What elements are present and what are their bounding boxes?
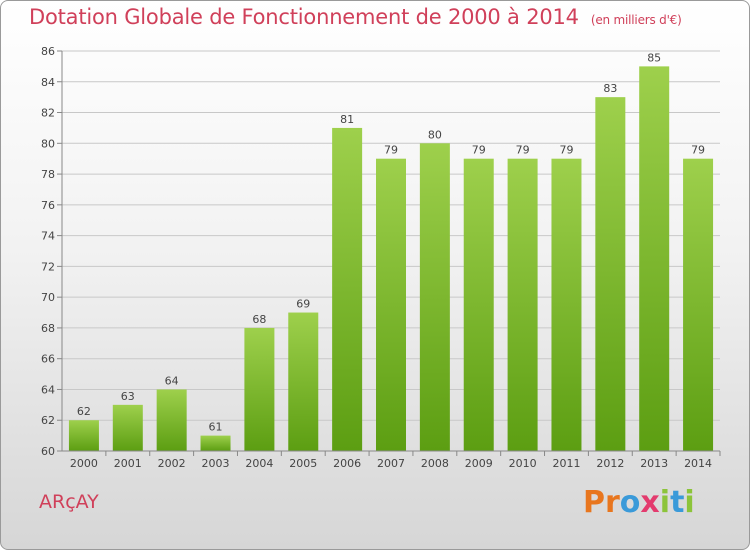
y-tick-label: 60 [41,445,55,458]
town-name: ARçAY [39,491,99,513]
bar [639,66,670,451]
bar-value-label: 68 [252,313,266,326]
bar-value-label: 63 [121,390,135,403]
y-tick-label: 82 [41,107,55,120]
bar [376,158,406,451]
y-tick-label: 66 [41,353,55,366]
x-tick-label: 2005 [289,457,317,470]
y-tick-label: 74 [41,230,55,243]
bar-value-label: 64 [165,374,179,387]
y-tick-label: 80 [41,137,55,150]
bar-value-label: 62 [77,405,91,418]
x-tick-label: 2007 [377,457,405,470]
bar [463,158,494,451]
bar-value-label: 61 [209,421,223,434]
bar-value-label: 79 [559,144,573,157]
x-tick-label: 2010 [509,457,537,470]
axes: 60 62 64 66 68 70 72 74 76 78 80 82 84 86 2000 2001 2002… [41,45,721,470]
chart-title-text: Dotation Globale de Fonctionnement de 20… [29,5,579,29]
y-tick-label: 72 [41,260,55,273]
chart-subtitle: (en milliers d'€) [590,13,682,27]
y-tick-label: 84 [41,76,55,89]
x-tick-label: 2002 [158,457,186,470]
bar-value-label: 85 [647,51,661,64]
bar-value-label: 79 [384,144,398,157]
y-tick-label: 62 [41,414,55,427]
bar [683,158,714,451]
proxiti-logo[interactable]: Proxiti [583,485,695,520]
x-tick-label: 2008 [421,457,449,470]
y-tick-label: 86 [41,45,55,58]
bar-value-label: 79 [516,144,530,157]
bar [156,389,187,451]
x-tick-label: 2014 [684,457,712,470]
y-tick-label: 78 [41,168,55,181]
bar [112,404,143,451]
x-tick-label: 2011 [552,457,580,470]
bar [551,158,582,451]
bar [200,435,231,451]
bar [244,327,275,451]
x-tick-label: 2012 [596,457,624,470]
bar [507,158,538,451]
bar [419,143,450,452]
bar [68,420,99,451]
bar [288,312,319,451]
x-tick-label: 2009 [465,457,493,470]
x-tick-label: 2004 [245,457,273,470]
x-tick-label: 2000 [70,457,98,470]
y-tick-label: 76 [41,199,55,212]
bar-value-label: 81 [340,113,354,126]
bar-value-label: 79 [472,144,486,157]
bar [595,97,626,452]
bar-value-label: 83 [603,82,617,95]
x-tick-label: 2003 [202,457,230,470]
bar-value-label: 80 [428,128,442,141]
bar-value-label: 79 [691,144,705,157]
x-tick-label: 2001 [114,457,142,470]
x-tick-label: 2006 [333,457,361,470]
bars: 62 63 64 61 68 69 81 79 80 79 79 79 83 85 79 [68,51,714,452]
y-tick-label: 70 [41,291,55,304]
bar-value-label: 69 [296,298,310,311]
bar [332,127,363,451]
chart-title: Dotation Globale de Fonctionnement de 20… [29,5,682,29]
y-tick-label: 68 [41,322,55,335]
x-tick-label: 2013 [640,457,668,470]
y-tick-label: 64 [41,383,55,396]
